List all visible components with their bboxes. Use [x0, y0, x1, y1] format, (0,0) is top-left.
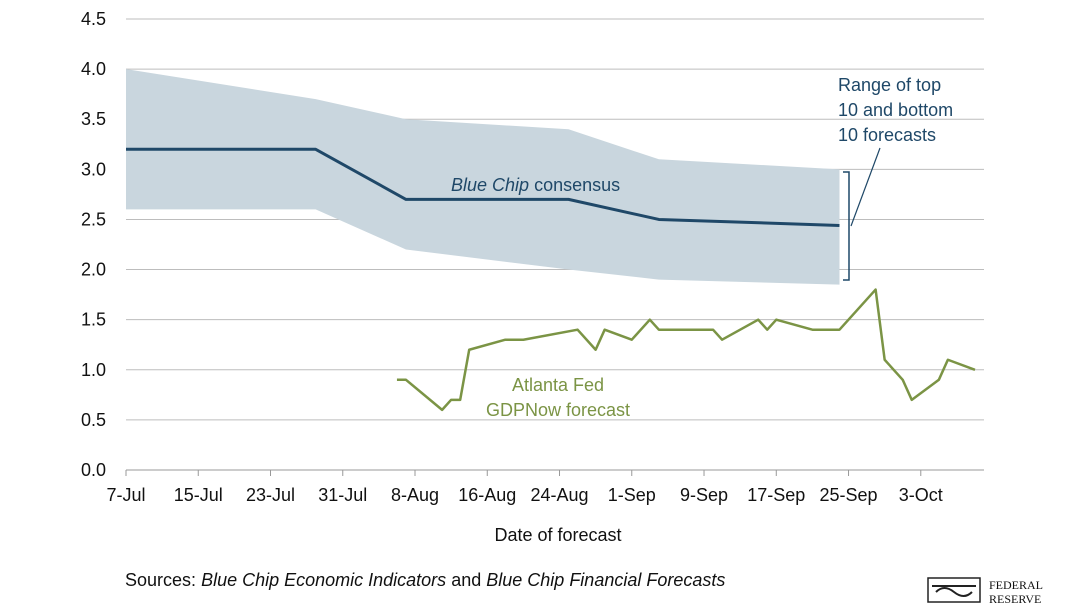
logo: FEDERAL RESERVE [927, 577, 1043, 606]
gdpnow-label: GDPNow forecast [486, 400, 630, 420]
logo-icon [932, 585, 976, 597]
range-label: Range of top [838, 75, 941, 95]
y-tick-label: 2.0 [81, 260, 106, 280]
y-tick-label: 0.5 [81, 410, 106, 430]
y-tick-label: 4.5 [81, 9, 106, 29]
source-part: Blue Chip Financial Forecasts [486, 570, 725, 590]
x-tick-label: 23-Jul [246, 485, 295, 505]
y-tick-label: 3.0 [81, 159, 106, 179]
range-label: 10 forecasts [838, 125, 936, 145]
x-tick-label: 3-Oct [899, 485, 943, 505]
y-tick-label: 1.0 [81, 360, 106, 380]
source-part: Blue Chip Economic Indicators [201, 570, 446, 590]
x-tick-label: 24-Aug [530, 485, 588, 505]
gdpnow-label: Atlanta Fed [512, 375, 604, 395]
series-line [126, 147, 840, 227]
x-tick-label: 17-Sep [747, 485, 805, 505]
label-part: consensus [534, 175, 620, 195]
y-tick-label: 1.5 [81, 310, 106, 330]
x-tick-label: 16-Aug [458, 485, 516, 505]
series-line [396, 288, 976, 412]
plot-area: 0.0 0.5 1.0 1.5 2.0 2.5 3.0 3.5 4.0 4.5 7-Jul 15-Ju… [81, 9, 984, 505]
range-pointer [850, 147, 881, 227]
range-label: 10 and bottom [838, 100, 953, 120]
x-axis-label: Date of forecast [494, 525, 621, 545]
source-note: Sources: Blue Chip Economic Indicators a… [125, 570, 725, 590]
y-tick-label: 2.5 [81, 209, 106, 229]
logo-text: FEDERAL [989, 578, 1043, 592]
x-tick-label: 1-Sep [608, 485, 656, 505]
x-tick-label: 31-Jul [318, 485, 367, 505]
label-part: Blue Chip [451, 175, 529, 195]
consensus-label: Blue Chip consensus [451, 175, 620, 195]
x-tick-label: 8-Aug [391, 485, 439, 505]
logo-icon [927, 577, 981, 603]
range-bracket [843, 171, 850, 281]
y-tick-label: 3.5 [81, 109, 106, 129]
x-tick-label: 9-Sep [680, 485, 728, 505]
logo-text: RESERVE [989, 592, 1041, 606]
forecast-range [126, 69, 840, 285]
x-tick-label: 15-Jul [174, 485, 223, 505]
x-tick-label: 25-Sep [820, 485, 878, 505]
source-part: Sources: [125, 570, 196, 590]
x-tick-label: 7-Jul [106, 485, 145, 505]
source-part: and [451, 570, 481, 590]
y-tick-label: 4.0 [81, 59, 106, 79]
y-tick-label: 0.0 [81, 460, 106, 480]
